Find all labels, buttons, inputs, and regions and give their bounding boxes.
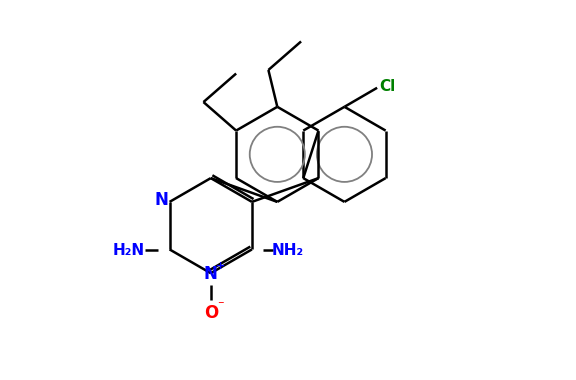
Text: O: O [204, 304, 218, 322]
Text: NH₂: NH₂ [271, 243, 304, 258]
Text: N: N [204, 265, 218, 283]
Text: ⁻: ⁻ [218, 299, 224, 312]
Text: +: + [215, 261, 225, 271]
Text: Cl: Cl [379, 79, 395, 93]
Text: H₂N: H₂N [113, 243, 145, 258]
Text: N: N [154, 190, 168, 209]
